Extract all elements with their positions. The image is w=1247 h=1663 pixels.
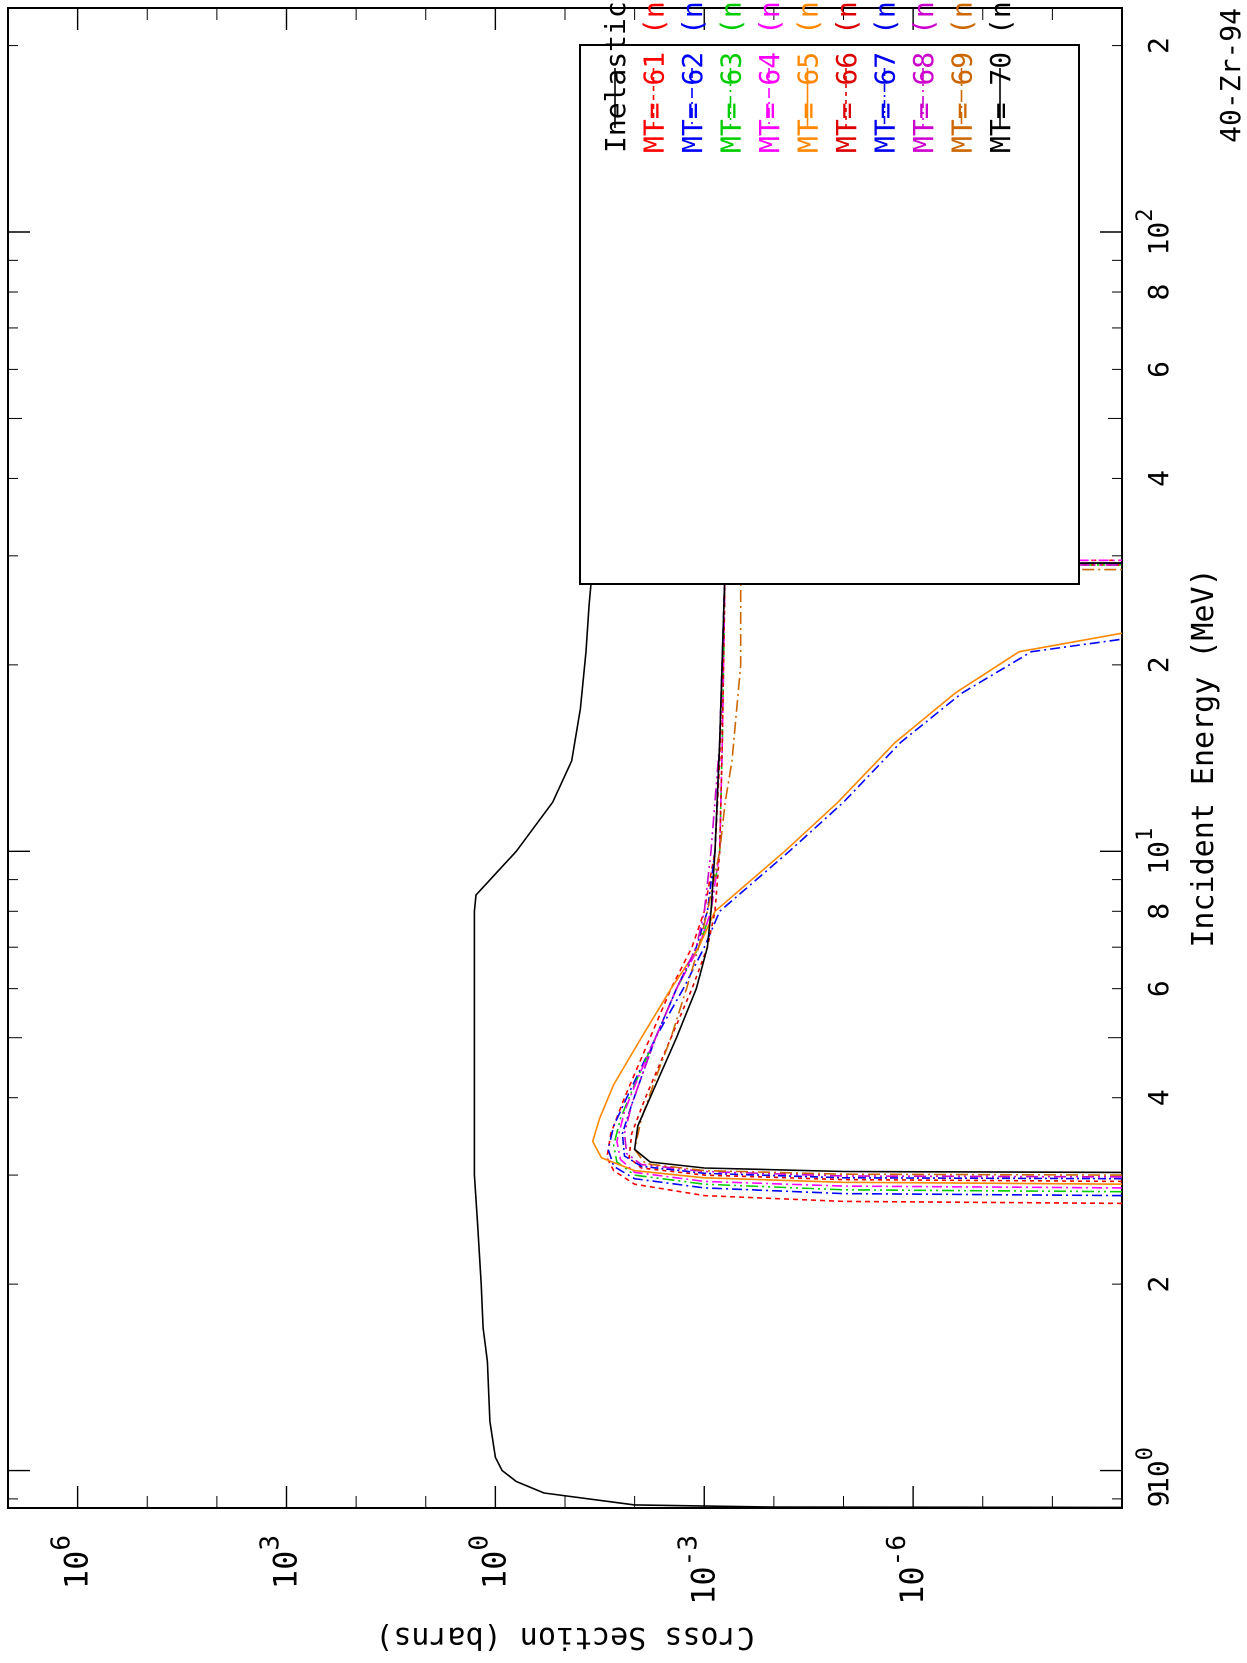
x-tick-label: 8 — [1142, 903, 1175, 920]
series-line-8 — [623, 564, 1123, 1178]
series-line-6 — [628, 564, 1123, 1183]
x-tick-exponent: 2 — [1133, 209, 1158, 222]
y-tick-label: 10-6 — [882, 1535, 931, 1605]
legend-suffix: (n,n') Level — [830, 0, 863, 52]
legend-number: 70 — [984, 52, 1017, 86]
legend-number: 65 — [792, 52, 825, 86]
y-tick-label: 10-3 — [673, 1535, 722, 1605]
legend-suffix: (n,n') Level — [946, 0, 979, 52]
legend-suffix: (n,n') Level — [792, 0, 825, 52]
series-line-3 — [612, 564, 1123, 1193]
x-tick-label: 4 — [1142, 1089, 1175, 1106]
series-line-9 — [633, 568, 1123, 1176]
legend-suffix: (n,n') Level — [676, 0, 709, 52]
y-tick-exponent: -6 — [882, 1535, 912, 1566]
legend-suffix: (n,n') Level — [869, 0, 902, 52]
x-axis-title: Incident Energy (MeV) — [1186, 568, 1221, 947]
series-line-5 — [591, 632, 1123, 1185]
y-tick-label: 100 — [464, 1535, 513, 1589]
legend-prefix: MT= — [792, 86, 825, 153]
legend-number: 67 — [869, 52, 902, 86]
x-tick-label: 102 — [1133, 209, 1175, 256]
legend-prefix: MT= — [715, 86, 748, 153]
x-tick-label: 2 — [1142, 656, 1175, 673]
legend-prefix: MT= — [830, 86, 863, 153]
y-tick-exponent: 3 — [256, 1535, 286, 1551]
x-tick-label: 100 — [1133, 1447, 1175, 1494]
legend-number: 66 — [830, 52, 863, 86]
legend-entry-5: MT= 65 (n,n') Level — [792, 0, 825, 153]
x-tick-label: 101 — [1133, 828, 1175, 875]
legend-suffix: (n,n') Level — [715, 0, 748, 52]
y-tick-exponent: 0 — [464, 1535, 494, 1551]
legend-prefix: MT= — [907, 86, 940, 153]
series-line-0 — [473, 562, 1123, 1509]
series-line-1 — [606, 559, 1123, 1205]
legend-suffix: (n,n') Level — [638, 0, 671, 52]
x-tick-label: 4 — [1142, 470, 1175, 487]
legend-entry-6: MT= 66 (n,n') Level — [830, 0, 863, 153]
x-tick-exponent: 1 — [1133, 828, 1158, 841]
legend-prefix: MT= — [984, 86, 1017, 153]
legend-prefix: MT= — [676, 86, 709, 153]
series-line-2 — [607, 638, 1123, 1197]
y-tick-label: 103 — [256, 1535, 305, 1589]
chart-title: 40-Zr-94 — [1214, 8, 1247, 143]
x-tick-label: 2 — [1142, 1276, 1175, 1293]
legend-entry-2: MT= 62 (n,n') Level — [676, 0, 709, 153]
series-line-4 — [616, 559, 1123, 1189]
legend-number: 61 — [638, 52, 671, 86]
y-axis-title: Cross Section (barns) — [375, 1620, 754, 1655]
legend-box — [579, 44, 1080, 585]
legend-number: 69 — [946, 52, 979, 86]
legend-number: 63 — [715, 52, 748, 86]
legend-number: 68 — [907, 52, 940, 86]
x-tick-label: 2 — [1142, 37, 1175, 54]
legend-entry-4: MT= 64 (n,n') Level — [753, 0, 786, 153]
x-tick-label: 6 — [1142, 361, 1175, 378]
legend-suffix: (n,n') Level — [907, 0, 940, 52]
legend-entry-3: MT= 63 (n,n') Level — [715, 0, 748, 153]
legend-number: 64 — [753, 52, 786, 86]
legend-entry-8: MT= 68 (n,n') Level — [907, 0, 940, 153]
legend-entry-10: MT= 70 (n,n') Level — [984, 0, 1017, 153]
legend-prefix: MT= — [946, 86, 979, 153]
legend-entry-9: MT= 69 (n,n') Level — [946, 0, 979, 153]
legend-entry-1: MT= 61 (n,n') Level — [638, 0, 671, 153]
legend-entry-7: MT= 67 (n,n') Level — [869, 0, 902, 153]
x-tick-label: 9 — [1142, 1490, 1175, 1507]
series-line-10 — [633, 562, 1123, 1174]
y-tick-exponent: 6 — [47, 1535, 77, 1551]
legend-prefix: MT= — [638, 86, 671, 153]
legend-number: 62 — [676, 52, 709, 86]
legend-suffix: (n,n') Level — [753, 0, 786, 52]
y-tick-exponent: -3 — [673, 1535, 703, 1566]
series-line-7 — [621, 562, 1123, 1180]
y-tick-label: 106 — [47, 1535, 96, 1589]
legend-suffix: (n,n') Level — [984, 0, 1017, 52]
legend-prefix: MT= — [869, 86, 902, 153]
x-tick-label: 8 — [1142, 284, 1175, 301]
legend-prefix: MT= — [753, 86, 786, 153]
legend-entry-0: Inelastic — [599, 1, 632, 153]
x-tick-label: 6 — [1142, 980, 1175, 997]
x-tick-exponent: 0 — [1133, 1447, 1158, 1460]
